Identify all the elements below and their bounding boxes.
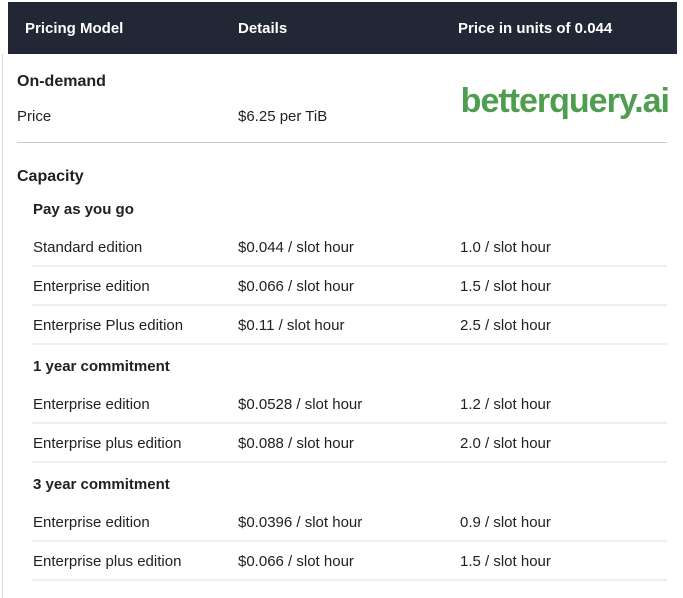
row-price-units [460,109,683,125]
left-border-line [2,54,3,598]
row-details: $0.0396 / slot hour [238,514,363,531]
group-title-pay-as-you-go: Pay as you go [33,201,134,218]
row-details: $0.11 / slot hour [238,317,345,334]
table-row-enterprise-edition-1yr: Enterprise edition $0.0528 / slot hour 1… [0,375,683,422]
row-price-units: 1.2 / slot hour [460,396,551,413]
row-divider [32,461,667,463]
section-title-capacity: Capacity [17,168,84,185]
column-header-pricing-model: Pricing Model [25,19,124,37]
row-label: Enterprise plus edition [33,435,182,452]
table-row-enterprise-plus-edition: Enterprise Plus edition $0.11 / slot hou… [0,306,683,343]
table-header-row: Pricing Model Details Price in units of … [8,2,677,54]
table-row-enterprise-edition: Enterprise edition $0.066 / slot hour 1.… [0,267,683,304]
row-label: Enterprise plus edition [33,553,182,570]
row-divider [32,422,667,424]
row-label: Enterprise edition [33,278,150,295]
row-price-units: 0.9 / slot hour [460,514,551,531]
table-row-price: Price $6.25 per TiB [0,109,683,125]
table-row-enterprise-plus-edition-1yr: Enterprise plus edition $0.088 / slot ho… [0,424,683,461]
row-details: $0.066 / slot hour [238,278,354,295]
column-header-details: Details [238,19,288,37]
row-details: $6.25 per TiB [238,108,328,125]
row-price-units: 2.5 / slot hour [460,317,551,334]
group-title-3-year-commitment: 3 year commitment [33,476,170,493]
row-label: Standard edition [33,239,143,256]
column-header-price-units: Price in units of 0.044 [458,19,613,37]
row-divider [32,540,667,542]
row-label: Price [17,108,52,125]
table-body: On-demand Price $6.25 per TiB Capacity P… [0,54,683,581]
table-row-enterprise-plus-edition-3yr: Enterprise plus edition $0.066 / slot ho… [0,542,683,579]
row-details: $0.044 / slot hour [238,239,354,256]
row-divider [32,304,667,306]
row-price-units: 1.5 / slot hour [460,553,551,570]
row-price-units: 1.5 / slot hour [460,278,551,295]
row-label: Enterprise Plus edition [33,317,184,334]
row-divider [32,343,667,345]
row-divider [32,265,667,267]
section-divider [17,142,667,143]
row-label: Enterprise edition [33,514,150,531]
row-price-units: 1.0 / slot hour [460,239,551,256]
row-details: $0.066 / slot hour [238,553,354,570]
row-details: $0.088 / slot hour [238,435,354,452]
row-details: $0.0528 / slot hour [238,396,363,413]
row-divider [32,579,667,581]
section-title-on-demand: On-demand [17,73,106,90]
table-row-standard-edition: Standard edition $0.044 / slot hour 1.0 … [0,218,683,265]
row-price-units: 2.0 / slot hour [460,435,551,452]
table-row-enterprise-edition-3yr: Enterprise edition $0.0396 / slot hour 0… [0,493,683,540]
group-title-1-year-commitment: 1 year commitment [33,358,170,375]
betterquery-watermark: betterquery.ai [460,82,670,120]
row-label: Enterprise edition [33,396,150,413]
